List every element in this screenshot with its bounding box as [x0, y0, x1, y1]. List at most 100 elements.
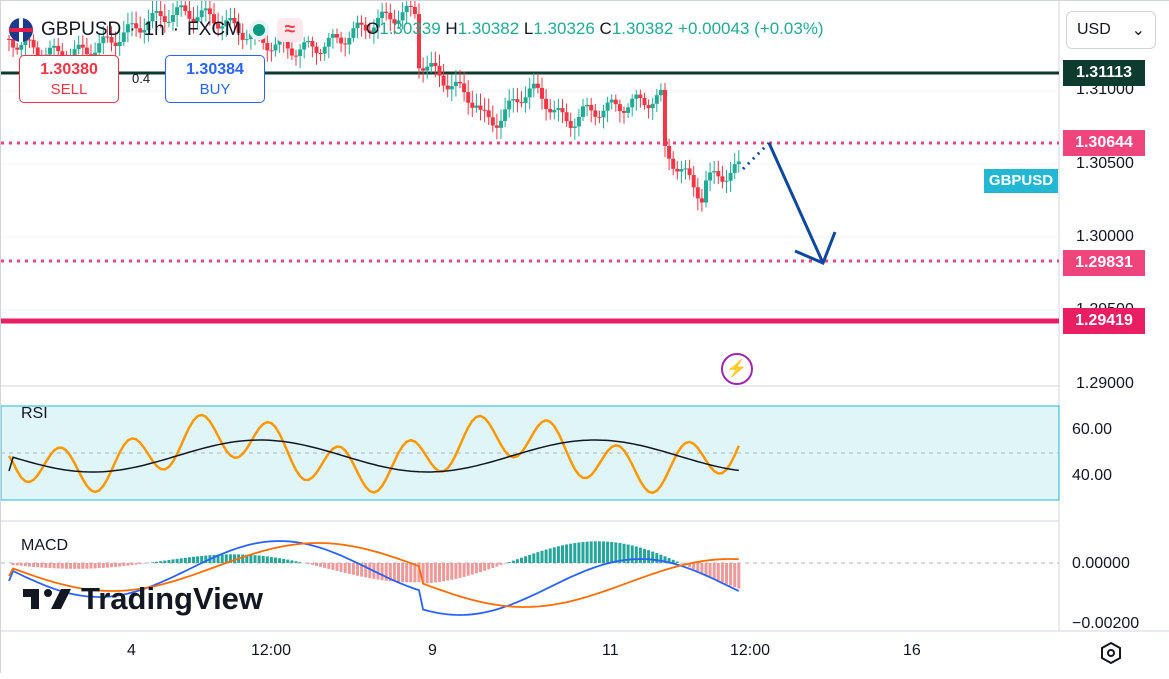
buy-button[interactable]: 1.30384 BUY — [165, 55, 265, 103]
symbol-name[interactable]: GBPUSD — [41, 19, 121, 41]
macd-histogram-bar — [643, 549, 646, 563]
candle-body — [470, 103, 474, 108]
sell-button[interactable]: 1.30380 SELL — [19, 55, 119, 103]
macd-histogram-bar — [254, 555, 257, 563]
candle-body — [421, 68, 425, 70]
macd-histogram-bar — [549, 548, 552, 563]
macd-histogram-bar — [126, 563, 129, 566]
macd-histogram-bar — [155, 562, 158, 563]
macd-histogram-bar — [590, 541, 593, 563]
candle-body — [52, 46, 56, 48]
time-label-4: 11 — [602, 642, 619, 660]
candle-body — [720, 176, 724, 181]
macd-histogram-bar — [131, 563, 134, 565]
buy-label: BUY — [200, 81, 231, 98]
candle-body — [614, 100, 618, 105]
price-tick-2: 1.30500 — [1076, 155, 1134, 173]
macd-histogram-bar — [315, 563, 318, 566]
candle-body — [491, 117, 495, 125]
macd-histogram-bar — [516, 559, 519, 563]
buy-price: 1.30384 — [166, 60, 264, 80]
candle-body — [175, 7, 179, 15]
interval-label[interactable]: 1h — [144, 19, 165, 41]
macd-histogram-bar — [159, 561, 162, 563]
macd-histogram-bar — [446, 563, 449, 581]
macd-histogram-bar — [442, 563, 445, 581]
candle-body — [569, 121, 573, 128]
macd-label[interactable]: MACD — [21, 537, 68, 555]
candle-body — [339, 38, 343, 44]
macd-histogram-bar — [397, 563, 400, 582]
macd-histogram-bar — [53, 563, 56, 568]
macd-histogram-bar — [614, 542, 617, 563]
macd-histogram-bar — [262, 556, 265, 563]
macd-histogram-bar — [110, 563, 113, 567]
sell-price: 1.30380 — [20, 60, 118, 80]
currency-select[interactable]: USD ⌄ — [1066, 11, 1156, 49]
macd-histogram-bar — [713, 563, 716, 579]
gear-icon[interactable] — [1099, 641, 1123, 665]
candle-body — [499, 121, 503, 128]
macd-histogram-bar — [717, 563, 720, 580]
symbol-separator-2: · — [173, 19, 179, 41]
candle-body — [524, 97, 528, 103]
macd-histogram-bar — [81, 563, 84, 569]
macd-histogram-bar — [426, 563, 429, 583]
candle-body — [573, 126, 577, 127]
macd-histogram-bar — [172, 559, 175, 563]
macd-histogram-bar — [258, 556, 261, 563]
macd-histogram-bar — [299, 562, 302, 563]
macd-histogram-bar — [176, 559, 179, 563]
macd-histogram-bar — [450, 563, 453, 580]
candle-body — [655, 95, 659, 104]
candle-body — [290, 48, 294, 55]
price-tick-5: 1.29000 — [1076, 375, 1134, 393]
rsi-tick-60: 60.00 — [1072, 421, 1112, 439]
macd-histogram-bar — [635, 546, 638, 563]
candle-body — [585, 105, 589, 106]
macd-histogram-bar — [647, 550, 650, 563]
macd-histogram-bar — [557, 546, 560, 563]
macd-histogram-bar — [90, 563, 93, 569]
candle-body — [716, 171, 720, 176]
candle-body — [622, 111, 626, 113]
candle-body — [183, 5, 187, 11]
macd-histogram-bar — [40, 563, 43, 568]
macd-histogram-bar — [504, 563, 507, 564]
candle-body — [351, 28, 355, 38]
macd-histogram-bar — [454, 563, 457, 579]
symbol-header[interactable]: GBPUSD · 1h · FXCM ≈ — [9, 15, 303, 45]
candle-body — [520, 102, 524, 103]
currency-value: USD — [1077, 21, 1111, 39]
chevron-down-icon: ⌄ — [1132, 20, 1145, 40]
tradingview-logo: TradingView — [23, 581, 263, 617]
macd-histogram-bar — [463, 563, 466, 577]
macd-histogram-bar — [94, 563, 97, 568]
candle-body — [618, 104, 622, 111]
candle-body — [298, 49, 302, 56]
macd-histogram-bar — [12, 563, 15, 565]
wave-icon[interactable]: ≈ — [277, 18, 303, 42]
macd-histogram-bar — [270, 557, 273, 563]
macd-histogram-bar — [602, 541, 605, 563]
macd-histogram-bar — [241, 554, 244, 563]
candle-body — [606, 102, 610, 110]
exchange-label[interactable]: FXCM — [187, 19, 241, 41]
gbp-usd-flag-icon — [9, 18, 33, 42]
lightning-icon[interactable]: ⚡ — [721, 353, 753, 385]
macd-histogram-bar — [573, 543, 576, 563]
candle-body — [315, 47, 319, 53]
rsi-label[interactable]: RSI — [21, 405, 48, 423]
open-value: 1.30339 — [379, 19, 440, 38]
macd-histogram-bar — [401, 563, 404, 582]
candle-body — [474, 106, 478, 108]
candle-body — [626, 107, 630, 113]
candle-body — [651, 104, 655, 108]
macd-histogram-bar — [467, 563, 470, 576]
macd-histogram-bar — [319, 563, 322, 567]
candle-body — [19, 45, 23, 50]
candle-body — [310, 41, 314, 47]
candle-body — [565, 112, 569, 121]
macd-histogram-bar — [167, 560, 170, 563]
candle-body — [380, 12, 384, 18]
